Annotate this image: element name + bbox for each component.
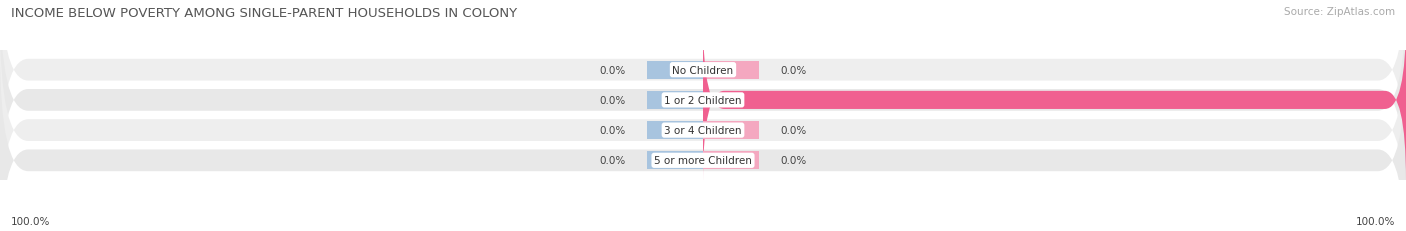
Text: 5 or more Children: 5 or more Children bbox=[654, 156, 752, 166]
Bar bbox=[703, 152, 759, 170]
FancyBboxPatch shape bbox=[0, 0, 1406, 210]
Bar bbox=[703, 122, 759, 140]
Text: 0.0%: 0.0% bbox=[599, 156, 626, 166]
Text: 0.0%: 0.0% bbox=[599, 126, 626, 136]
FancyBboxPatch shape bbox=[0, 21, 1406, 231]
Text: 100.0%: 100.0% bbox=[11, 216, 51, 226]
Text: INCOME BELOW POVERTY AMONG SINGLE-PARENT HOUSEHOLDS IN COLONY: INCOME BELOW POVERTY AMONG SINGLE-PARENT… bbox=[11, 7, 517, 20]
Bar bbox=[647, 152, 703, 170]
Text: 100.0%: 100.0% bbox=[1355, 216, 1395, 226]
Bar bbox=[647, 91, 703, 109]
Text: 0.0%: 0.0% bbox=[599, 95, 626, 105]
Text: 3 or 4 Children: 3 or 4 Children bbox=[664, 126, 742, 136]
FancyBboxPatch shape bbox=[703, 19, 1406, 182]
Text: 0.0%: 0.0% bbox=[599, 65, 626, 75]
Text: 0.0%: 0.0% bbox=[780, 65, 807, 75]
FancyBboxPatch shape bbox=[0, 0, 1406, 180]
Text: Source: ZipAtlas.com: Source: ZipAtlas.com bbox=[1284, 7, 1395, 17]
Text: 0.0%: 0.0% bbox=[780, 126, 807, 136]
Bar bbox=[647, 122, 703, 140]
Text: 1 or 2 Children: 1 or 2 Children bbox=[664, 95, 742, 105]
Bar bbox=[703, 61, 759, 79]
Bar bbox=[647, 61, 703, 79]
Text: No Children: No Children bbox=[672, 65, 734, 75]
Text: 0.0%: 0.0% bbox=[780, 156, 807, 166]
FancyBboxPatch shape bbox=[0, 51, 1406, 231]
